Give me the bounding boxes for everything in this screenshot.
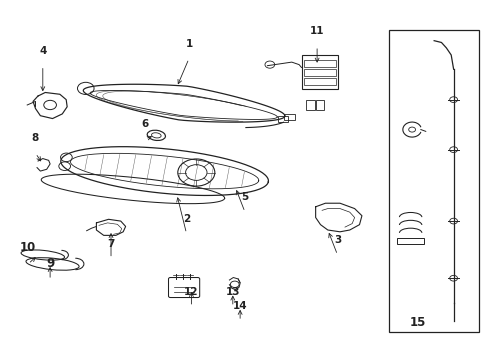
Text: 6: 6 — [142, 119, 149, 129]
Text: 14: 14 — [233, 301, 247, 311]
Text: 1: 1 — [185, 39, 193, 49]
Bar — [304, 69, 336, 76]
Bar — [304, 60, 336, 67]
Text: 13: 13 — [225, 287, 240, 297]
Bar — [389, 30, 479, 332]
Text: 11: 11 — [310, 26, 324, 36]
Text: 8: 8 — [32, 133, 39, 143]
Bar — [397, 238, 424, 244]
Text: 12: 12 — [184, 287, 198, 297]
Bar — [304, 78, 336, 85]
Bar — [301, 55, 338, 89]
Text: 7: 7 — [107, 239, 115, 249]
Text: 3: 3 — [334, 235, 341, 245]
Text: 4: 4 — [39, 46, 47, 56]
Bar — [316, 100, 324, 111]
Text: 15: 15 — [410, 316, 426, 329]
Bar — [278, 116, 288, 122]
Text: 10: 10 — [20, 241, 36, 254]
Text: 5: 5 — [242, 192, 248, 202]
Bar — [306, 100, 315, 111]
Text: 2: 2 — [183, 213, 190, 224]
Text: 9: 9 — [46, 257, 54, 270]
Bar — [284, 114, 294, 120]
